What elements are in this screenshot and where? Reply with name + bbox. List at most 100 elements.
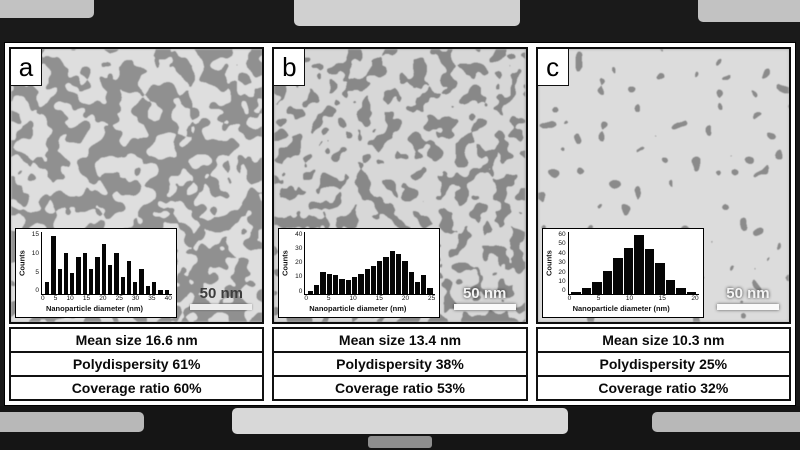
axis-tick-label: 30 bbox=[558, 259, 566, 267]
axis-tick-label: 25 bbox=[428, 295, 436, 302]
hist-plot bbox=[41, 232, 172, 295]
hist-x-ticks: 0 5 10 15 20 25 30 35 40 bbox=[41, 295, 172, 304]
figure-panels: a Counts 15 10 5 0 0 5 10 15 20 25 30 35 40 Nanopar… bbox=[5, 43, 795, 405]
scale-bar: 50 nm bbox=[453, 285, 516, 310]
axis-tick-label: 15 bbox=[375, 295, 383, 302]
figure: a Counts 15 10 5 0 0 5 10 15 20 25 30 35 40 Nanopar… bbox=[4, 42, 796, 406]
hist-bar bbox=[665, 279, 676, 294]
coverage-ratio-row: Coverage ratio 60% bbox=[9, 375, 265, 401]
hist-x-ticks: 0 5 10 15 20 bbox=[568, 295, 699, 304]
hist-bar bbox=[592, 281, 602, 294]
mean-size-row: Mean size 13.4 nm bbox=[272, 327, 528, 353]
hist-bar bbox=[101, 244, 106, 294]
background-chrome-block bbox=[0, 412, 144, 432]
mean-size-row: Mean size 10.3 nm bbox=[535, 327, 791, 353]
background-chrome-block bbox=[232, 408, 568, 434]
hist-bar bbox=[402, 261, 408, 294]
panel-label: b bbox=[274, 49, 306, 86]
hist-bar bbox=[364, 269, 370, 294]
scale-bar-line bbox=[453, 304, 516, 310]
axis-tick-label: 20 bbox=[558, 268, 566, 276]
panel-stats: Mean size 13.4 nm Polydispersity 38% Cov… bbox=[272, 327, 528, 401]
micrograph-a: a Counts 15 10 5 0 0 5 10 15 20 25 30 35 40 Nanopar… bbox=[9, 47, 265, 324]
hist-bar bbox=[114, 252, 119, 294]
axis-tick-label: 0 bbox=[35, 287, 39, 295]
hist-bar bbox=[339, 278, 345, 294]
hist-bar bbox=[63, 252, 69, 294]
axis-tick-label: 15 bbox=[658, 295, 666, 302]
axis-tick-label: 0 bbox=[567, 295, 572, 302]
hist-bar bbox=[427, 287, 433, 294]
axis-tick-label: 35 bbox=[148, 295, 156, 302]
axis-tick-label: 40 bbox=[164, 295, 172, 302]
polydispersity-row: Polydispersity 38% bbox=[272, 351, 528, 377]
hist-bar bbox=[326, 273, 333, 294]
hist-bar bbox=[370, 266, 377, 294]
hist-bar bbox=[320, 272, 326, 294]
hist-bar bbox=[51, 236, 56, 294]
hist-bar bbox=[395, 253, 402, 294]
hist-x-axis-label: Nanoparticle diameter (nm) bbox=[45, 304, 144, 313]
hist-bar bbox=[57, 269, 62, 294]
coverage-ratio-row: Coverage ratio 53% bbox=[272, 375, 528, 401]
background-chrome-block bbox=[698, 0, 800, 22]
hist-bar bbox=[602, 271, 613, 294]
hist-bar bbox=[581, 287, 592, 294]
axis-tick-label: 20 bbox=[401, 295, 410, 302]
hist-bar bbox=[158, 289, 163, 294]
axis-tick-label: 10 bbox=[558, 278, 566, 286]
axis-tick-label: 30 bbox=[131, 295, 140, 302]
axis-tick-label: 10 bbox=[349, 295, 357, 302]
axis-tick-label: 10 bbox=[295, 273, 303, 281]
axis-tick-label: 50 bbox=[558, 240, 566, 248]
figure-panel-b: b Counts 40 30 20 10 0 0 5 10 15 20 25 Nanopartic… bbox=[272, 47, 528, 401]
panel-stats: Mean size 16.6 nm Polydispersity 61% Cov… bbox=[9, 327, 265, 401]
axis-tick-label: 5 bbox=[35, 268, 39, 276]
polydispersity-row: Polydispersity 61% bbox=[9, 351, 265, 377]
hist-bar bbox=[644, 248, 655, 294]
hist-bar bbox=[655, 263, 665, 294]
hist-y-axis-label: Counts bbox=[280, 250, 290, 277]
hist-bar bbox=[389, 250, 395, 294]
axis-tick-label: 25 bbox=[115, 295, 123, 302]
polydispersity-row: Polydispersity 25% bbox=[535, 351, 791, 377]
axis-tick-label: 10 bbox=[66, 295, 74, 302]
hist-bar bbox=[333, 275, 339, 294]
hist-bar bbox=[345, 280, 351, 294]
axis-tick-label: 15 bbox=[82, 295, 91, 302]
axis-tick-label: 20 bbox=[99, 295, 107, 302]
axis-tick-label: 10 bbox=[31, 249, 39, 257]
hist-y-ticks: 40 30 20 10 0 bbox=[290, 231, 304, 295]
hist-bar bbox=[120, 277, 125, 294]
hist-bar bbox=[95, 256, 100, 294]
hist-x-axis-label: Nanoparticle diameter (nm) bbox=[572, 304, 670, 313]
scale-bar-label: 50 nm bbox=[199, 285, 243, 302]
hist-bar bbox=[45, 281, 50, 294]
hist-bar bbox=[613, 257, 623, 294]
figure-panel-a: a Counts 15 10 5 0 0 5 10 15 20 25 30 35 40 Nanopar… bbox=[9, 47, 265, 401]
axis-tick-label: 0 bbox=[41, 295, 45, 302]
hist-x-axis-label: Nanoparticle diameter (nm) bbox=[309, 304, 407, 313]
scale-bar: 50 nm bbox=[716, 285, 779, 310]
hist-bar bbox=[421, 275, 427, 294]
hist-bar bbox=[82, 252, 88, 294]
micrograph-b: b Counts 40 30 20 10 0 0 5 10 15 20 25 Nanopartic… bbox=[272, 47, 528, 324]
hist-bar bbox=[686, 291, 697, 294]
axis-tick-label: 5 bbox=[326, 295, 331, 302]
hist-bar bbox=[408, 272, 414, 294]
background-chrome-block bbox=[0, 0, 94, 18]
background-chrome-block bbox=[294, 0, 520, 26]
scale-bar: 50 nm bbox=[190, 285, 253, 310]
hist-bar bbox=[133, 281, 138, 294]
histogram-inset: Counts 60 50 40 30 20 10 0 0 5 10 15 20 Nanopartic… bbox=[541, 228, 704, 318]
hist-bar bbox=[314, 284, 320, 294]
hist-bar bbox=[307, 290, 314, 294]
hist-bar bbox=[634, 235, 644, 294]
hist-bar bbox=[383, 256, 389, 294]
hist-bar bbox=[139, 269, 144, 294]
hist-bar bbox=[164, 289, 169, 294]
background-bottom-band bbox=[0, 406, 800, 450]
axis-tick-label: 60 bbox=[558, 231, 566, 238]
hist-y-ticks: 15 10 5 0 bbox=[27, 231, 41, 295]
